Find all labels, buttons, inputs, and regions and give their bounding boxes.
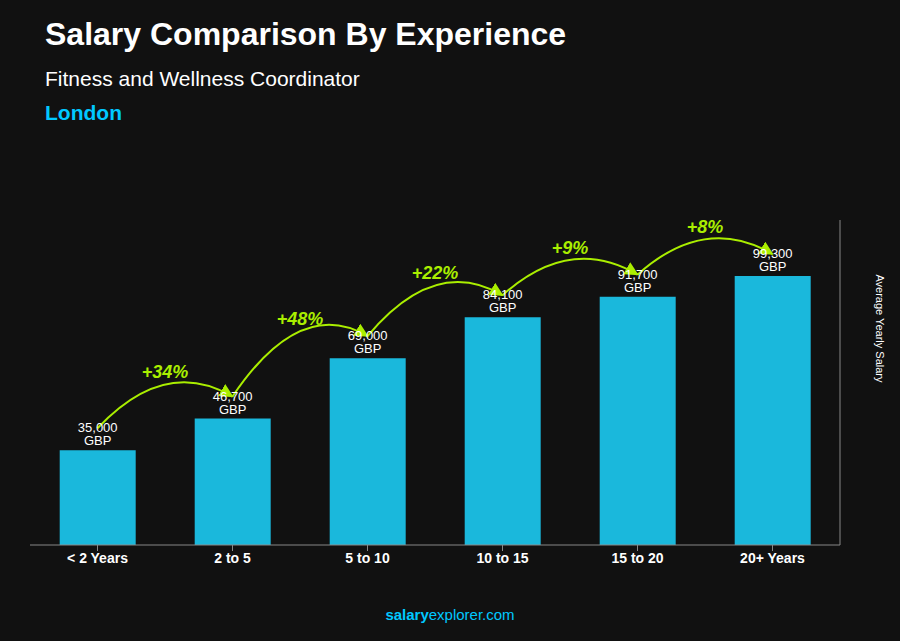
svg-text:+34%: +34% (142, 362, 189, 382)
svg-text:+9%: +9% (552, 238, 589, 258)
svg-text:+8%: +8% (687, 217, 724, 237)
svg-text:+22%: +22% (412, 263, 459, 283)
svg-text:Average Yearly Salary: Average Yearly Salary (874, 274, 886, 383)
svg-text:91,700GBP: 91,700GBP (618, 267, 658, 295)
html-text:salary explorer.com: salary explorer.com (385, 606, 515, 623)
svg-text:99,300GBP: 99,300GBP (753, 246, 793, 274)
svg-text:< 2 Years: < 2 Years (67, 550, 128, 566)
svg-text:5 to 10: 5 to 10 (345, 550, 390, 566)
svg-text:2 to 5: 2 to 5 (214, 550, 251, 566)
svg-text:+48%: +48% (277, 309, 324, 329)
svg-text:10 to 15: 10 to 15 (476, 550, 528, 566)
svg-text:15 to 20: 15 to 20 (611, 550, 663, 566)
svg-text:35,000GBP: 35,000GBP (78, 420, 118, 448)
svg-text:20+ Years: 20+ Years (740, 550, 805, 566)
html-text:London: London (45, 101, 122, 124)
html-text:Fitness and Wellness Coordinat: Fitness and Wellness Coordinator (45, 67, 360, 90)
svg-text:69,000GBP: 69,000GBP (348, 328, 388, 356)
svg-text:46,700GBP: 46,700GBP (213, 389, 253, 417)
svg-text:84,100GBP: 84,100GBP (483, 287, 523, 315)
html-text:Salary Comparison By Experienc: Salary Comparison By Experience (45, 16, 567, 52)
